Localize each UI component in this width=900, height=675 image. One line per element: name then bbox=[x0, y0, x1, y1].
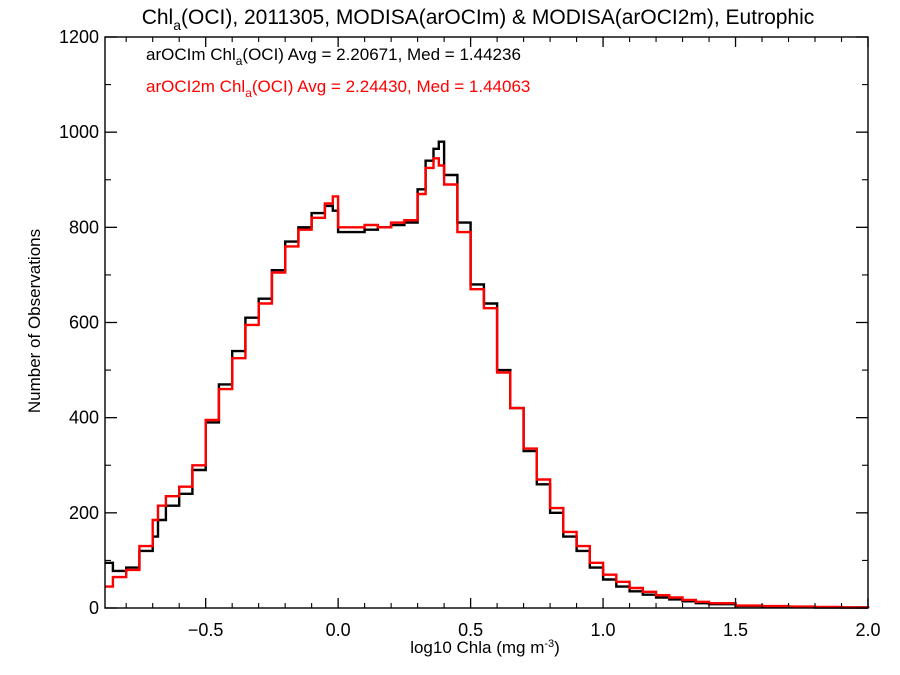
y-tick-label: 1200 bbox=[59, 27, 99, 47]
plot-frame bbox=[104, 36, 869, 609]
y-tick-label: 400 bbox=[69, 408, 99, 428]
y-tick-label: 0 bbox=[89, 598, 99, 618]
series-arocI2m-line bbox=[105, 157, 870, 609]
x-tick-label: 2.0 bbox=[855, 620, 880, 640]
x-tick-label: 1.0 bbox=[591, 620, 616, 640]
chart-title-rest: (OCI), 2011305, MODISA(arOCIm) & MODISA(… bbox=[181, 6, 814, 29]
y-tick-label: 800 bbox=[69, 217, 99, 237]
legend-entry-black: arOCIm Chla(OCI) Avg = 2.20671, Med = 1.… bbox=[146, 45, 521, 68]
legend-red-pre: arOCI2m Chl bbox=[146, 77, 245, 96]
legend-black-pre: arOCIm Chl bbox=[146, 45, 236, 64]
x-tick-label: 1.5 bbox=[723, 620, 748, 640]
legend-entry-red: arOCI2m Chla(OCI) Avg = 2.24430, Med = 1… bbox=[146, 77, 530, 100]
x-axis-title: log10 Chla (mg m-3) bbox=[410, 638, 560, 657]
y-axis-title: Number of Observations bbox=[25, 229, 44, 413]
series-arocim-line bbox=[105, 140, 870, 609]
legend-red-sub: a bbox=[245, 86, 252, 100]
chart-title: Chla(OCI), 2011305, MODISA(arOCIm) & MOD… bbox=[142, 6, 815, 33]
legend-black-post: (OCI) Avg = 2.20671, Med = 1.44236 bbox=[242, 45, 520, 64]
y-tick-label: 600 bbox=[69, 313, 99, 333]
legend-black-sub: a bbox=[236, 54, 243, 68]
x-tick-label: 0.5 bbox=[458, 620, 483, 640]
y-tick-label: 200 bbox=[69, 503, 99, 523]
x-axis-title-sup: -3 bbox=[544, 638, 554, 650]
chart-title-main: Chl bbox=[142, 6, 174, 29]
y-tick-label: 1000 bbox=[59, 122, 99, 142]
chart-title-subscript: a bbox=[173, 17, 181, 33]
plot-area: −0.5 0.0 0.5 1.0 1.5 2.0 0 200 400 600 800 1000 1200 bbox=[59, 27, 881, 640]
x-tick-label: −0.5 bbox=[188, 620, 224, 640]
x-axis-title-main: log10 Chla (mg m bbox=[410, 638, 544, 657]
legend-red-post: (OCI) Avg = 2.24430, Med = 1.44063 bbox=[252, 77, 530, 96]
x-axis-title-close: ) bbox=[554, 638, 560, 657]
x-tick-label: 0.0 bbox=[326, 620, 351, 640]
